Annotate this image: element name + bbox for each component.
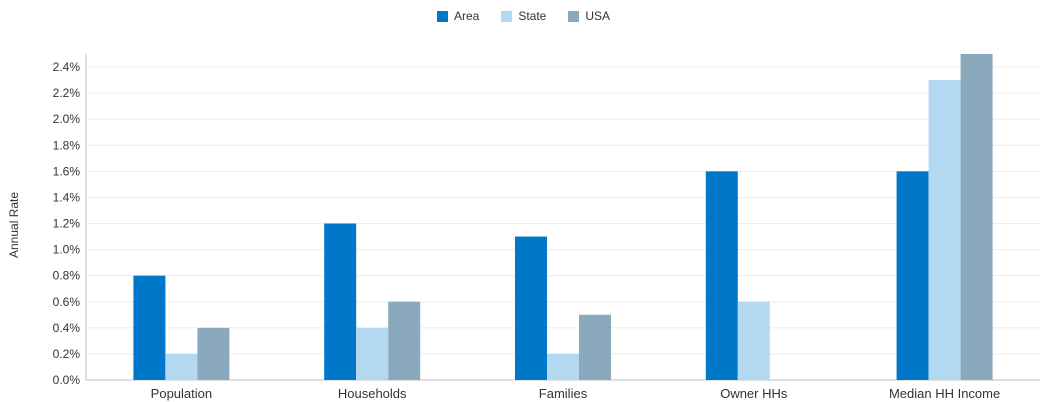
y-tick-label: 1.8% [53,138,81,152]
bar-area-2 [515,236,547,380]
x-tick-label: Families [539,386,588,401]
legend-swatch-usa [568,10,580,22]
y-tick-label: 2.2% [53,86,81,100]
bar-usa-2 [579,314,611,380]
bar-area-3 [705,171,738,380]
bar-area-0 [133,275,166,380]
legend: Area State USA [0,9,1047,23]
legend-label-area: Area [453,9,480,23]
x-tick-label: Population [151,386,212,401]
legend-label-usa: USA [585,9,611,23]
bar-usa-1 [388,301,421,380]
bar-state-2 [547,353,579,380]
bar-area-4 [896,171,929,380]
legend-swatch-state [501,10,513,22]
y-tick-label: 0.8% [53,269,81,283]
x-tick-label: Households [338,386,407,401]
bar-state-1 [356,327,389,380]
bar-area-1 [324,223,357,380]
y-tick-label: 1.6% [53,164,81,178]
legend-label-state: State [518,9,547,23]
bar-usa-4 [960,54,993,380]
y-tick-label: 0.0% [53,373,81,387]
y-tick-label: 1.0% [53,243,81,257]
bar-state-4 [928,80,961,380]
bar-state-3 [737,301,770,380]
legend-item-usa[interactable]: USA [568,9,610,23]
x-tick-label: Median HH Income [889,386,1000,401]
y-tick-label: 2.0% [53,112,81,126]
x-tick-label: Owner HHs [720,386,788,401]
y-tick-label: 0.6% [53,295,81,309]
y-tick-label: 2.4% [53,60,81,74]
legend-swatch-area [436,10,448,22]
bar-usa-0 [197,327,230,380]
y-tick-label: 1.2% [53,217,81,231]
legend-item-state[interactable]: State [501,9,546,23]
y-tick-label: 0.4% [53,321,81,335]
bar-state-0 [165,353,198,380]
legend-item-area[interactable]: Area [436,9,480,23]
y-tick-label: 0.2% [53,347,81,361]
y-tick-label: 1.4% [53,190,81,204]
